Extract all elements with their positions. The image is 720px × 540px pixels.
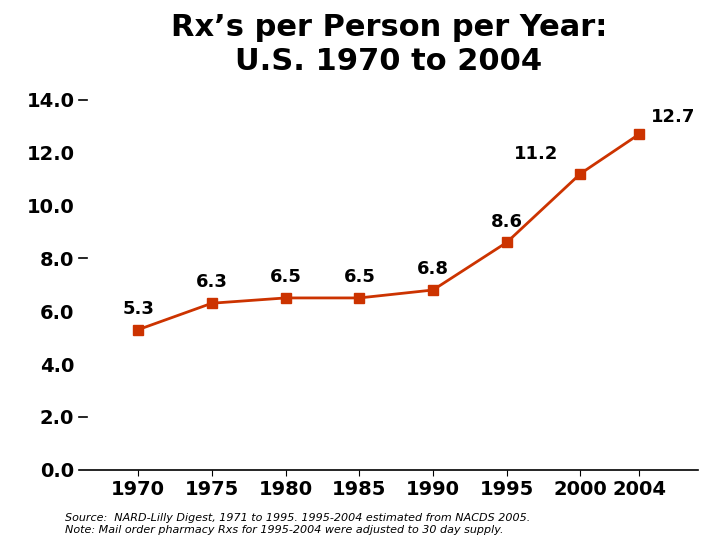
Text: 6.3: 6.3 (196, 273, 228, 291)
Text: 6.5: 6.5 (343, 268, 375, 286)
Text: 6.5: 6.5 (270, 268, 302, 286)
Text: 6.8: 6.8 (417, 260, 449, 278)
Text: 11.2: 11.2 (514, 145, 558, 163)
Text: 5.3: 5.3 (122, 300, 154, 318)
Text: 8.6: 8.6 (491, 213, 523, 231)
Text: 12.7: 12.7 (651, 108, 696, 126)
Title: Rx’s per Person per Year:
U.S. 1970 to 2004: Rx’s per Person per Year: U.S. 1970 to 2… (171, 13, 607, 76)
Text: Source:  NARD-Lilly Digest, 1971 to 1995. 1995-2004 estimated from NACDS 2005.
N: Source: NARD-Lilly Digest, 1971 to 1995.… (65, 513, 530, 535)
